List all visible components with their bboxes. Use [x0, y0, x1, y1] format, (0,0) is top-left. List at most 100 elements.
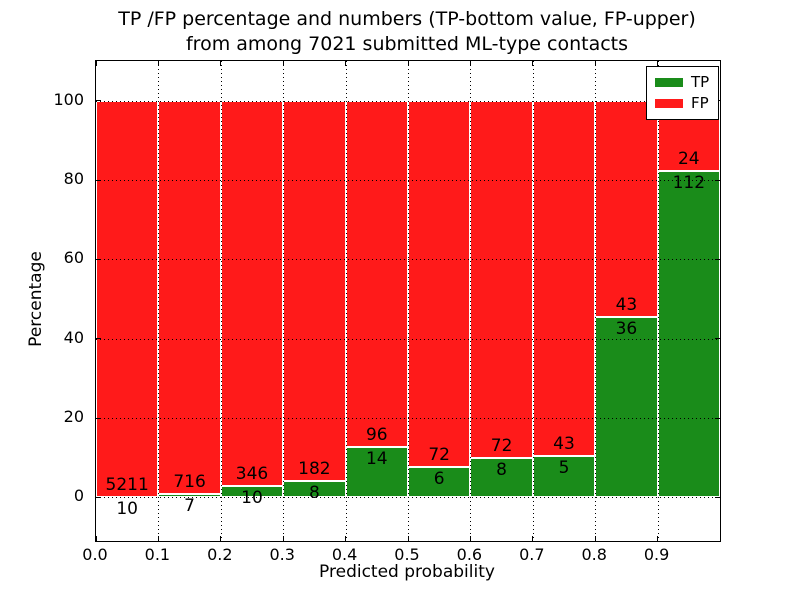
gridline-vertical	[532, 61, 534, 541]
y-tick-mark	[96, 258, 101, 260]
fp-bar-segment	[158, 100, 221, 494]
legend-item-fp: FP	[655, 93, 709, 114]
fp-count-label: 43	[615, 294, 638, 315]
tp-count-label: 8	[496, 459, 508, 480]
y-tick-label: 0	[73, 486, 84, 506]
tp-swatch-icon	[655, 78, 683, 87]
fp-count-label: 716	[173, 471, 206, 492]
tp-count-label: 6	[433, 468, 445, 489]
y-tick-mark	[96, 417, 101, 419]
fp-count-label: 43	[553, 434, 575, 455]
y-tick-mark	[715, 417, 720, 419]
tp-count-label: 10	[241, 488, 263, 509]
fp-count-label: 24	[677, 148, 700, 169]
x-tick-mark	[220, 536, 222, 541]
y-tick-mark	[96, 179, 101, 181]
fp-count-label: 72	[428, 444, 451, 465]
chart-title-line2: from among 7021 submitted ML-type contac…	[185, 33, 629, 55]
tp-count-label: 5	[558, 458, 570, 479]
gridline-vertical	[470, 61, 472, 541]
fp-bar-segment	[345, 100, 408, 447]
x-tick-mark	[657, 61, 659, 66]
tp-count-label: 8	[308, 482, 320, 503]
y-tick-label: 40	[63, 327, 84, 347]
y-tick-mark	[96, 338, 101, 340]
fp-bar-segment	[96, 100, 159, 497]
x-axis-label: Predicted probability	[319, 562, 495, 582]
y-tick-label: 60	[63, 248, 84, 268]
x-tick-mark	[282, 61, 284, 66]
fp-bar-segment	[283, 100, 346, 481]
y-tick-label: 80	[63, 169, 84, 188]
tp-bar-segment	[532, 456, 596, 498]
tp-bar-segment	[657, 170, 720, 498]
legend-item-tp: TP	[655, 72, 709, 93]
y-tick-mark	[96, 496, 101, 498]
fp-bar-segment	[470, 100, 533, 458]
x-tick-mark	[220, 61, 222, 66]
x-tick-label: 0.5	[394, 545, 420, 564]
tp-count-label: 36	[615, 318, 638, 339]
x-tick-mark	[157, 536, 159, 541]
x-tick-label: 0.9	[643, 545, 670, 564]
x-tick-mark	[407, 536, 409, 541]
x-tick-mark	[345, 61, 347, 66]
y-tick-mark	[715, 258, 720, 260]
legend: TP FP	[646, 66, 720, 120]
tp-bar-segment	[595, 316, 658, 498]
gridline-vertical	[283, 61, 285, 541]
y-tick-mark	[715, 496, 720, 498]
x-tick-mark	[282, 536, 284, 541]
x-tick-mark	[594, 536, 596, 541]
x-tick-mark	[594, 61, 596, 66]
x-tick-mark	[532, 61, 534, 66]
fp-legend-label: FP	[691, 94, 709, 112]
y-tick-mark	[96, 100, 101, 102]
y-tick-label: 20	[63, 407, 84, 427]
fp-bar-segment	[220, 100, 284, 487]
y-tick-mark	[715, 338, 720, 340]
gridline-vertical	[220, 61, 222, 541]
x-tick-label: 0.8	[581, 545, 607, 564]
tp-bar-segment	[345, 446, 408, 498]
x-tick-label: 0.1	[144, 545, 171, 564]
x-tick-mark	[95, 61, 97, 66]
tp-count-label: 7	[184, 495, 196, 516]
tp-bar-segment	[470, 457, 533, 498]
x-tick-mark	[95, 536, 97, 541]
gridline-vertical	[158, 61, 160, 541]
x-tick-mark	[157, 61, 159, 66]
gridline-vertical	[345, 61, 347, 541]
plot-area: TP FP 5211 10 716 7 346 10 182 8 96 14 72 6 72 8 43 5 43…	[95, 60, 721, 542]
x-tick-mark	[657, 536, 659, 541]
fp-count-label: 346	[235, 464, 269, 485]
fp-swatch-icon	[655, 99, 683, 108]
x-tick-label: 0.2	[207, 545, 233, 564]
x-tick-mark	[407, 61, 409, 66]
x-tick-mark	[345, 536, 347, 541]
tp-legend-label: TP	[691, 73, 710, 91]
tp-count-label: 14	[365, 448, 388, 469]
y-tick-label: 100	[53, 89, 84, 109]
x-tick-label: 0.7	[519, 545, 545, 564]
fp-count-label: 96	[365, 424, 388, 445]
x-tick-label: 0.0	[82, 545, 108, 564]
fp-bar-segment	[595, 100, 658, 317]
tp-count-label: 112	[672, 172, 706, 193]
x-tick-label: 0.6	[456, 545, 483, 564]
x-tick-label: 0.4	[331, 545, 358, 564]
chart-title-line1: TP /FP percentage and numbers (TP-bottom…	[118, 8, 696, 30]
chart-title: TP /FP percentage and numbers (TP-bottom…	[118, 7, 696, 57]
x-tick-mark	[469, 536, 471, 541]
tp-count-label: 10	[116, 498, 139, 519]
x-tick-mark	[532, 536, 534, 541]
gridline-vertical	[657, 61, 659, 541]
y-tick-mark	[715, 179, 720, 181]
fp-count-label: 5211	[105, 474, 149, 495]
fp-bar-segment	[408, 100, 471, 467]
gridline-vertical	[595, 61, 597, 541]
x-tick-mark	[469, 61, 471, 66]
x-tick-label: 0.3	[269, 545, 295, 564]
fp-count-label: 72	[490, 435, 513, 456]
